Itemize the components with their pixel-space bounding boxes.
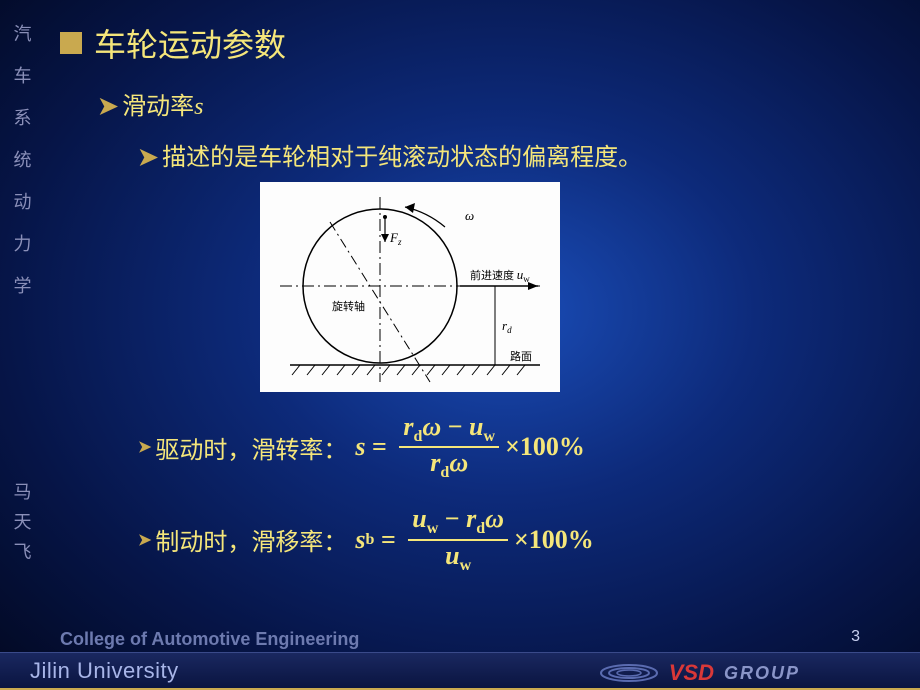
formula-brake-row: ➤ 制动时，滑移率： sb = uw − rdω uw ×100% — [138, 504, 890, 574]
bullet-slip-rate: ➤滑动率s — [98, 86, 890, 121]
author-char: 飞 — [14, 538, 32, 564]
svg-text:Fz: Fz — [389, 230, 402, 247]
sidebar-char: 车 — [14, 62, 32, 88]
sidebar-char: 学 — [14, 272, 32, 298]
arrow-icon: ➤ — [138, 530, 151, 550]
svg-text:ω: ω — [465, 208, 474, 223]
formula-drive-row: ➤ 驱动时，滑转率： s = rdω − uw rdω ×100% — [138, 412, 890, 482]
author-char: 天 — [14, 508, 32, 534]
wheel-diagram: ω Fz 前进速度 uw 旋转轴 rd 路面 — [260, 182, 890, 392]
square-bullet-icon — [60, 32, 82, 54]
formula-brake-label: 制动时，滑移率： — [155, 522, 347, 557]
bullet-description: ➤描述的是车轮相对于纯滚动状态的偏离程度。 — [138, 137, 890, 172]
formula-drive: s = rdω − uw rdω ×100% — [355, 412, 584, 482]
footer: College of Automotive Engineering Jilin … — [0, 629, 920, 690]
vsd-logo: VSD GROUP — [599, 658, 800, 688]
svg-text:rd: rd — [502, 318, 512, 335]
svg-text:前进速度 uw: 前进速度 uw — [470, 267, 530, 284]
slide-title: 车轮运动参数 — [94, 20, 286, 66]
arrow-icon: ➤ — [98, 94, 118, 120]
slide-content: 车轮运动参数 ➤滑动率s ➤描述的是车轮相对于纯滚动状态的偏离程度。 — [60, 20, 890, 597]
sidebar-course-title: 汽 车 系 统 动 力 学 — [10, 20, 35, 298]
formula-drive-label: 驱动时，滑转率： — [155, 430, 347, 465]
formula-brake: sb = uw − rdω uw ×100% — [355, 504, 593, 574]
arrow-icon: ➤ — [138, 437, 151, 457]
sidebar-char: 系 — [14, 104, 32, 130]
author-char: 马 — [14, 478, 32, 504]
sidebar-char: 统 — [14, 146, 32, 172]
sidebar-char: 动 — [14, 188, 32, 214]
arrow-icon: ➤ — [138, 145, 158, 171]
group-text: GROUP — [724, 663, 800, 684]
vsd-text: VSD — [669, 660, 714, 686]
wheel-diagram-svg: ω Fz 前进速度 uw 旋转轴 rd 路面 — [260, 182, 560, 392]
university-name: Jilin University — [30, 658, 179, 684]
title-row: 车轮运动参数 — [60, 20, 890, 66]
sidebar-char: 力 — [14, 230, 32, 256]
sidebar-char: 汽 — [14, 20, 32, 46]
college-name: College of Automotive Engineering — [60, 629, 920, 650]
sidebar-author: 马 天 飞 — [10, 478, 35, 564]
vsd-swoosh-icon — [599, 658, 659, 688]
svg-text:路面: 路面 — [510, 350, 532, 363]
svg-text:旋转轴: 旋转轴 — [332, 299, 365, 313]
